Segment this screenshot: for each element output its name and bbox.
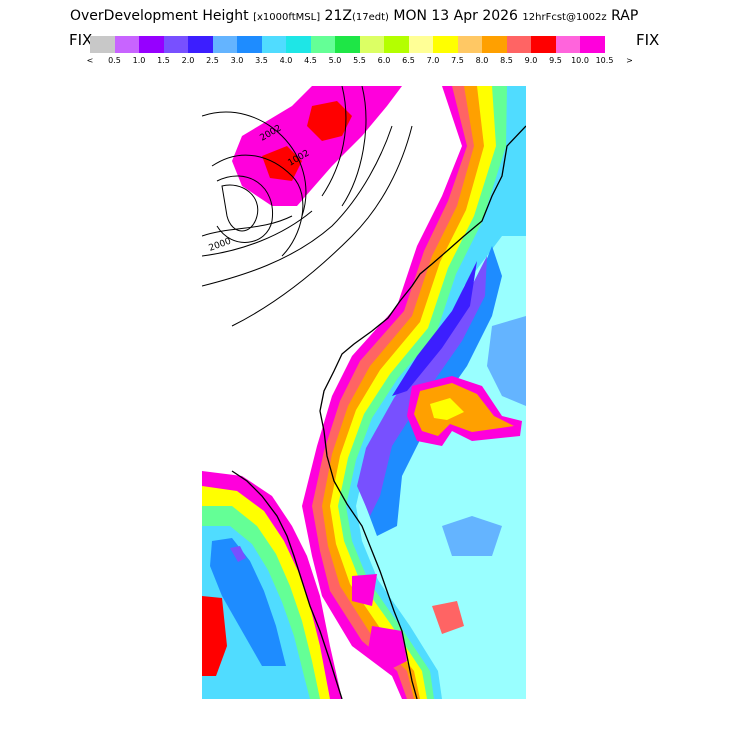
- scale-swatch: [359, 36, 384, 53]
- forecast-map: 2002 1002 2000: [202, 86, 526, 699]
- scale-tick-label: >: [626, 56, 633, 65]
- scale-swatch: [163, 36, 188, 53]
- field-nw-red: [307, 101, 352, 141]
- map-title: OverDevelopment Height [x1000ftMSL] 21Z(…: [70, 8, 638, 24]
- scale-swatch: [580, 36, 605, 53]
- scale-tick-label: 2.5: [206, 56, 219, 65]
- scale-tick-label: 1.0: [132, 56, 146, 65]
- field-s-magenta2: [367, 626, 407, 671]
- coastline-west: [231, 470, 343, 699]
- title-units: [x1000ftMSL]: [253, 12, 321, 23]
- scale-tick-label: 10.0: [571, 56, 589, 65]
- scale-swatch: [188, 36, 213, 53]
- scale-swatch: [433, 36, 458, 53]
- scale-tick-label: 3.5: [255, 56, 268, 65]
- fix-left-label: FIX: [69, 31, 93, 49]
- scale-swatch: [531, 36, 556, 53]
- scale-tick-label: 3.0: [230, 56, 244, 65]
- scale-swatch: [457, 36, 482, 53]
- scale-swatch: [384, 36, 409, 53]
- scale-swatch: [139, 36, 164, 53]
- scale-tick-label: 4.0: [279, 56, 293, 65]
- field-s-red: [432, 601, 464, 634]
- scale-swatch: [261, 36, 286, 53]
- field-sw-blue: [210, 538, 286, 666]
- title-valid-local: (17edt): [351, 12, 389, 23]
- coastline: [319, 125, 526, 699]
- field-nw-red2: [262, 146, 302, 181]
- scale-tick-label: 8.5: [500, 56, 513, 65]
- title-field: OverDevelopment Height: [70, 8, 249, 24]
- scale-tick-label: 10.5: [595, 56, 614, 65]
- scale-tick-label: 2.0: [181, 56, 195, 65]
- title-model: RAP: [611, 8, 639, 24]
- title-date: MON 13 Apr 2026: [393, 8, 518, 24]
- scale-tick-label: 9.0: [524, 56, 538, 65]
- scale-tick-label: 0.5: [108, 56, 121, 65]
- field-band-lightcyan: [356, 236, 526, 699]
- color-scale-labels: <0.5 1.0 1.5 2.0 2.5 3.0 3.5 4.0 4.5 5.0 5.5 6.0 6.5…: [86, 56, 640, 68]
- scale-tick-label: 7.5: [451, 56, 464, 65]
- scale-swatch: [555, 36, 580, 53]
- title-valid-time: 21Z: [324, 8, 352, 24]
- scale-swatch: [335, 36, 360, 53]
- fix-right-label: FIX: [636, 31, 660, 49]
- scale-tick-label: 9.5: [549, 56, 562, 65]
- field-s-magenta: [352, 574, 377, 606]
- scale-tick-label: 6.0: [377, 56, 391, 65]
- scale-tick-label: 8.0: [475, 56, 489, 65]
- scale-swatch: [408, 36, 433, 53]
- scale-tick-label: 4.5: [304, 56, 317, 65]
- scale-swatch: [114, 36, 139, 53]
- scale-swatch: [237, 36, 262, 53]
- field-patch-blue: [487, 316, 526, 406]
- scale-swatch: [482, 36, 507, 53]
- scale-tick-label: 1.5: [157, 56, 170, 65]
- scale-swatch: [310, 36, 335, 53]
- field-band-indigo: [392, 261, 477, 396]
- scale-tick-label: 6.5: [402, 56, 415, 65]
- field-blob-yellow: [430, 398, 464, 420]
- scale-swatch: [212, 36, 237, 53]
- scale-tick-label: <: [86, 56, 94, 65]
- field-blob-orange: [414, 383, 514, 436]
- title-forecast: 12hrFcst@1002z: [522, 12, 607, 23]
- scale-tick-label: 5.0: [328, 56, 342, 65]
- field-sw-purple: [230, 546, 246, 562]
- scale-tick-label: 7.0: [426, 56, 440, 65]
- color-scale-bar: [90, 36, 605, 53]
- scale-swatch: [90, 36, 115, 53]
- scale-tick-label: 5.5: [353, 56, 366, 65]
- scale-swatch: [506, 36, 531, 53]
- field-sw-red: [202, 596, 227, 676]
- contour-lines: [202, 86, 413, 327]
- field-patch-blue2: [442, 516, 502, 556]
- scale-swatch: [286, 36, 311, 53]
